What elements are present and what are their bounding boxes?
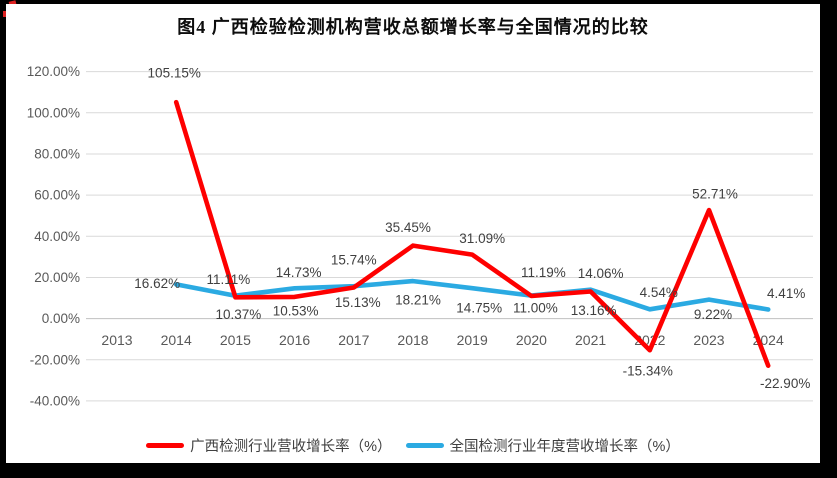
blue-line-swatch-icon xyxy=(405,443,444,448)
data-label: 9.22% xyxy=(694,307,732,322)
x-tick-label: 2016 xyxy=(279,332,310,348)
x-tick-label: 2019 xyxy=(457,332,488,348)
data-label: 11.00% xyxy=(513,300,558,315)
x-tick-label: 2015 xyxy=(220,332,251,348)
data-label: 15.13% xyxy=(335,295,381,310)
chart-title: 图4 广西检验检测机构营收总额增长率与全国情况的比较 xyxy=(177,17,649,37)
line-chart-plot-area: 120.00% 100.00% 80.00% 60.00% 40.00% 20.00% 0.… xyxy=(27,64,813,408)
data-label: 15.74% xyxy=(331,253,377,268)
data-label: 105.15% xyxy=(148,66,201,81)
data-label: 4.41% xyxy=(767,286,805,301)
x-tick-label: 2017 xyxy=(338,332,369,348)
data-label: 14.73% xyxy=(276,265,322,280)
data-label: -15.34% xyxy=(623,364,673,379)
chart-legend: 广西检测行业营收增长率（%） 全国检测行业年度营收增长率（%） xyxy=(6,435,820,456)
legend-label-national: 全国检测行业年度营收增长率（%） xyxy=(449,439,680,455)
legend-item-national: 全国检测行业年度营收增长率（%） xyxy=(405,435,680,456)
chart-card: 图4 广西检验检测机构营收总额增长率与全国情况的比较 120.00% 100.00… xyxy=(6,4,820,463)
data-label: 4.54% xyxy=(640,285,678,300)
legend-item-guangxi: 广西检测行业营收增长率（%） xyxy=(146,435,392,456)
data-label: 14.75% xyxy=(456,301,502,316)
data-label: 31.09% xyxy=(459,231,505,246)
data-label: 16.62% xyxy=(134,276,180,291)
y-tick-label: 80.00% xyxy=(34,146,80,161)
x-tick-label: 2014 xyxy=(161,332,192,348)
data-label: -22.90% xyxy=(760,376,810,391)
data-label: 11.11% xyxy=(207,272,251,287)
data-label: 13.16% xyxy=(571,303,617,318)
data-label: 10.37% xyxy=(216,307,262,322)
x-tick-label: 2021 xyxy=(575,332,606,348)
data-label: 35.45% xyxy=(385,220,431,235)
data-label: 52.71% xyxy=(692,187,738,202)
red-artifact-mark xyxy=(3,11,7,17)
y-tick-label: -40.00% xyxy=(30,393,80,408)
y-tick-label: 0.00% xyxy=(42,311,80,326)
data-label: 18.21% xyxy=(395,293,441,308)
x-tick-label: 2018 xyxy=(397,332,428,348)
data-label: 10.53% xyxy=(273,303,319,318)
x-tick-label: 2013 xyxy=(101,332,132,348)
guangxi-series-line xyxy=(173,99,771,369)
data-label: 11.19% xyxy=(521,265,566,280)
y-tick-label: 60.00% xyxy=(34,188,80,203)
y-tick-label: 120.00% xyxy=(27,64,80,79)
red-line-swatch-icon xyxy=(146,443,185,448)
y-tick-label: 20.00% xyxy=(34,270,80,285)
x-tick-label: 2020 xyxy=(516,332,547,348)
x-tick-label: 2023 xyxy=(693,332,724,348)
y-tick-label: 100.00% xyxy=(27,105,80,120)
y-tick-label: 40.00% xyxy=(34,229,80,244)
legend-label-guangxi: 广西检测行业营收增长率（%） xyxy=(190,439,392,455)
data-label: 14.06% xyxy=(578,266,624,281)
y-tick-label: -20.00% xyxy=(30,352,80,367)
